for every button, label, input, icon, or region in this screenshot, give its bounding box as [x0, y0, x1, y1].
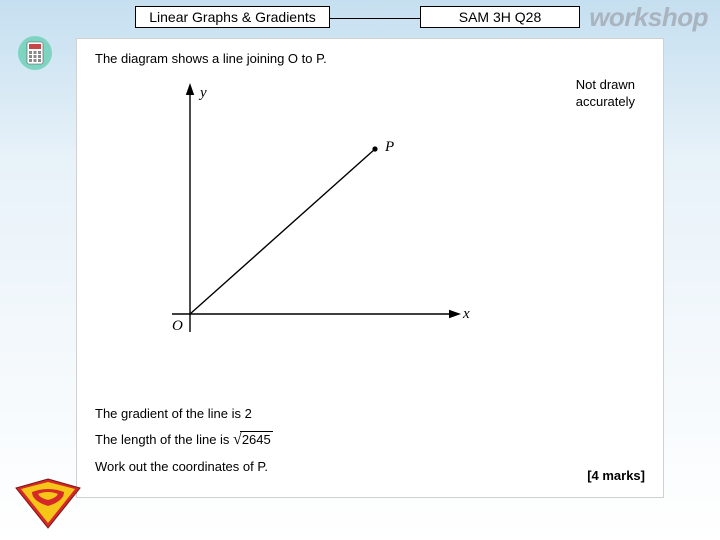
sqrt-value: 2645: [240, 431, 273, 447]
intro-text: The diagram shows a line joining O to P.: [95, 51, 645, 66]
question-ref-tab: SAM 3H Q28: [420, 6, 580, 28]
watermark-text: workshop: [589, 2, 708, 33]
y-axis-label: y: [200, 85, 207, 102]
tab-connector-line: [330, 18, 420, 19]
length-text: The length of the line is √2645: [95, 431, 645, 449]
not-drawn-line1: Not drawn: [576, 77, 635, 94]
superhero-icon: [12, 476, 84, 530]
problem-panel: The diagram shows a line joining O to P.…: [76, 38, 664, 498]
length-prefix: The length of the line is: [95, 432, 233, 447]
problem-statements: The gradient of the line is 2 The length…: [95, 406, 645, 474]
graph-svg: [135, 74, 475, 364]
not-drawn-line2: accurately: [576, 94, 635, 111]
marks-label: [4 marks]: [587, 468, 645, 483]
x-axis-label: x: [463, 306, 470, 323]
calculator-icon: [18, 36, 52, 70]
line-graph: y x O P: [135, 74, 475, 364]
not-drawn-note: Not drawn accurately: [576, 77, 635, 111]
point-p-label: P: [385, 139, 394, 156]
workout-text: Work out the coordinates of P.: [95, 459, 645, 474]
origin-label: O: [172, 318, 183, 335]
gradient-text: The gradient of the line is 2: [95, 406, 645, 421]
topic-tab: Linear Graphs & Gradients: [135, 6, 330, 28]
